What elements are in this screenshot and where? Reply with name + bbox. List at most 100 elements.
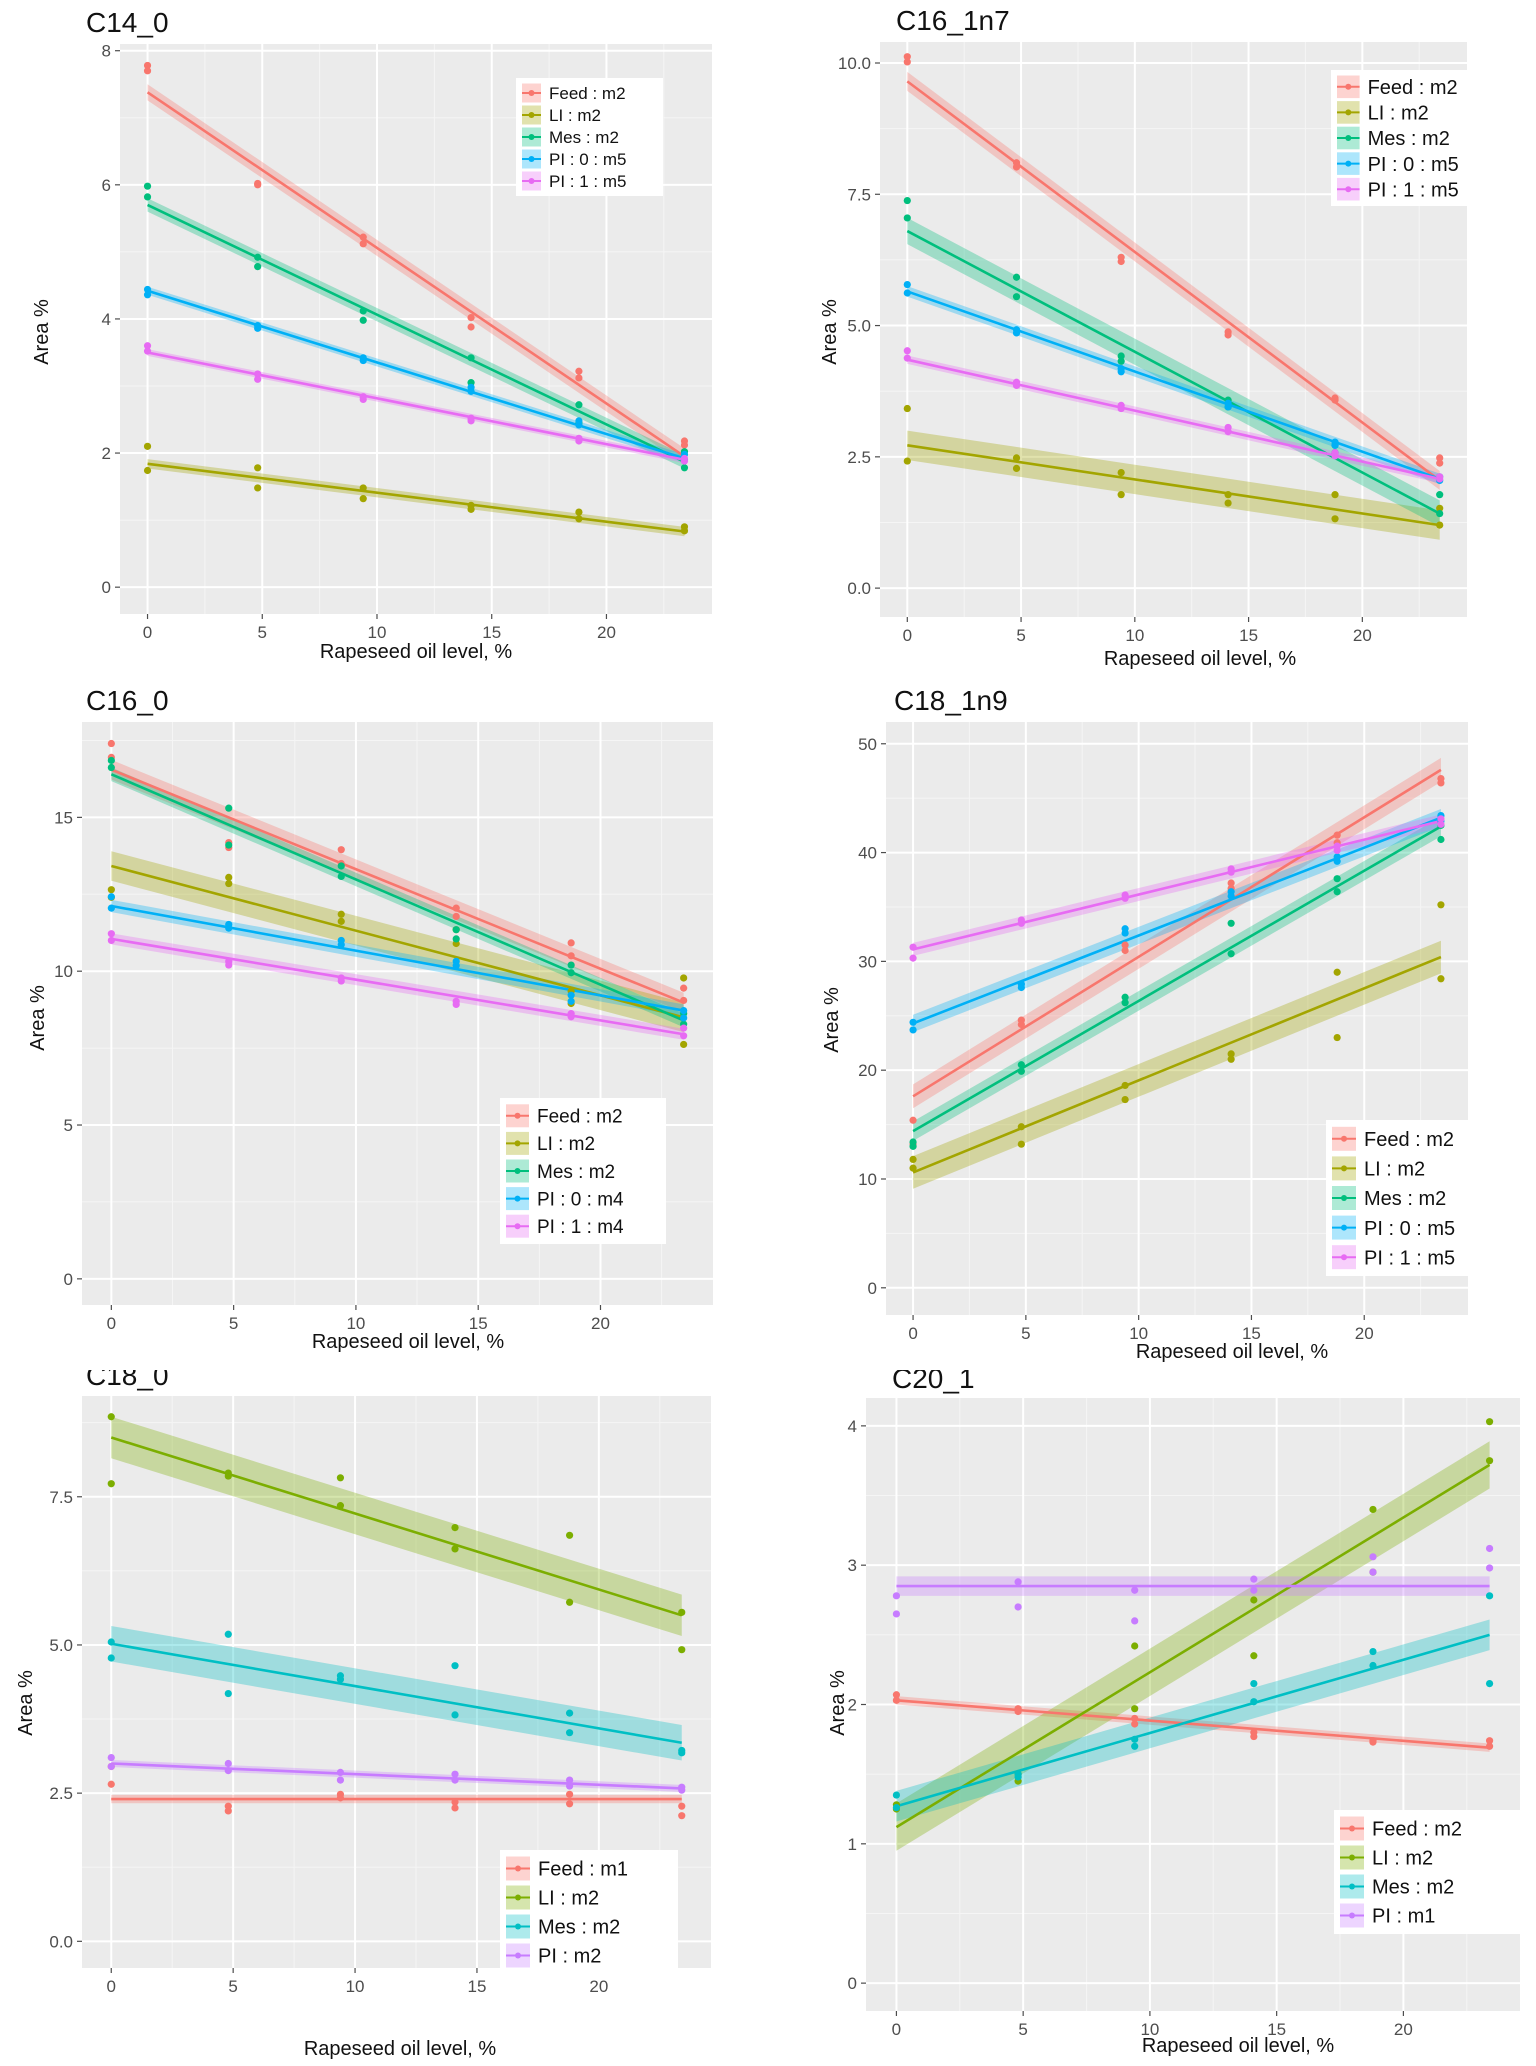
data-point-mes-m2 [1437, 835, 1445, 844]
x-tick-label: 15 [1267, 2020, 1286, 2039]
data-point-feed-m1 [451, 1798, 459, 1806]
y-tick-label: 10 [54, 962, 73, 981]
data-point-mes-m2 [1117, 352, 1125, 360]
fit-line-mes-m2 [906, 229, 1441, 515]
data-point-feed-m2 [1250, 1732, 1258, 1741]
data-point-li-m2 [143, 466, 152, 475]
data-point-li-m2 [1369, 1505, 1377, 1514]
data-point-mes-m2 [225, 804, 233, 812]
data-point-pi-1-m5 [1012, 381, 1021, 390]
data-point-mes-m2 [1333, 875, 1341, 883]
y-tick-label: 2 [848, 1696, 857, 1715]
data-point-mes-m2 [1121, 999, 1129, 1007]
data-point-pi-1-m5 [1437, 815, 1445, 823]
chart-svg: C20_1 0 5 10 15 20 0 1 2 3 4 Rapeseed oil level, % A… [827, 1370, 1522, 2057]
data-point-li-m2 [678, 1646, 686, 1654]
data-point-li-m2 [1436, 521, 1444, 529]
data-point-pi-m2 [678, 1786, 686, 1794]
legend-key-point [1341, 1254, 1347, 1261]
data-point-feed-m2 [143, 61, 152, 70]
x-tick-label: 5 [258, 623, 267, 642]
data-point-feed-m2 [1121, 941, 1129, 949]
y-tick-label: 15 [54, 808, 73, 827]
y-tick-label: 10.0 [838, 54, 871, 73]
data-point-mes-m2 [254, 253, 262, 261]
data-point-pi-0-m4 [452, 962, 460, 970]
data-point-pi-1-m4 [452, 1000, 460, 1009]
y-tick-label: 4 [848, 1417, 857, 1436]
data-point-feed-m2 [680, 984, 688, 992]
data-point-mes-m2 [467, 354, 475, 362]
data-point-feed-m2 [452, 912, 460, 921]
data-point-li-m2 [225, 879, 233, 888]
data-point-li-m2 [1117, 468, 1125, 477]
legend-key-point [528, 156, 535, 162]
legend-key-point [515, 1865, 521, 1872]
data-point-li-m2 [359, 495, 367, 503]
data-point-feed-m2 [1012, 163, 1021, 171]
panel-c18-0: C18_0 0 5 10 15 20 0.0 2.5 5.0 7.5 Rapeseed oil le… [0, 1370, 768, 2066]
data-point-li-m2 [1436, 504, 1444, 512]
data-point-mes-m2 [224, 1689, 232, 1698]
data-point-pi-1-m4 [107, 930, 115, 938]
data-point-pi-0-m4 [107, 904, 115, 912]
y-tick-label: 20 [858, 1061, 877, 1080]
x-tick-label: 0 [143, 623, 152, 642]
legend-label: PI : 1 : m5 [1368, 179, 1459, 201]
y-tick-label: 0.0 [49, 1932, 73, 1951]
data-point-pi-1-m5 [575, 437, 583, 445]
legend-key-point [514, 1223, 521, 1230]
fit-line-feed-m2 [896, 1699, 1490, 1749]
data-point-mes-m2 [1017, 1067, 1025, 1075]
legend-key-point [515, 1894, 521, 1901]
data-point-li-m2 [1437, 901, 1445, 909]
data-point-mes-m2 [1250, 1698, 1258, 1706]
data-point-pi-1-m4 [107, 936, 115, 945]
data-point-feed-m2 [107, 739, 115, 748]
legend-key-point [528, 90, 535, 96]
legend-label: Feed : m1 [538, 1859, 628, 1881]
data-point-feed-m2 [892, 1696, 901, 1704]
data-point-li-m2 [565, 1531, 574, 1539]
data-point-mes-m2 [1014, 1773, 1022, 1781]
data-point-feed-m2 [909, 1116, 917, 1124]
data-point-pi-m2 [336, 1768, 345, 1776]
data-point-mes-m2 [1017, 1061, 1025, 1069]
data-point-pi-m2 [336, 1776, 345, 1784]
data-point-pi-0-m5 [903, 289, 911, 297]
data-point-pi-0-m4 [680, 1006, 688, 1015]
data-point-feed-m2 [467, 314, 475, 322]
x-tick-label: 15 [467, 1977, 486, 1996]
legend-box [1331, 70, 1505, 206]
data-point-mes-m2 [1485, 1592, 1494, 1600]
data-point-mes-m2 [143, 193, 152, 201]
legend-key-point [514, 1112, 521, 1119]
legend-key-point [1345, 83, 1352, 90]
y-tick-label: 0 [64, 1270, 73, 1289]
data-point-mes-m2 [567, 969, 575, 977]
x-tick-label: 5 [1018, 2020, 1027, 2039]
legend-label: Mes : m2 [549, 128, 619, 147]
data-point-mes-m2 [452, 935, 460, 943]
data-point-mes-m2 [909, 1142, 917, 1150]
data-point-feed-m2 [1331, 396, 1339, 404]
y-tick-label: 1 [848, 1835, 857, 1854]
data-point-mes-m2 [254, 263, 262, 271]
data-point-pi-m1 [1369, 1553, 1377, 1561]
x-tick-label: 20 [589, 1977, 608, 1996]
data-point-feed-m2 [1369, 1738, 1377, 1746]
legend-label: Mes : m2 [538, 1917, 620, 1939]
x-tick-label: 5 [229, 1314, 238, 1333]
legend-label: PI : 0 : m5 [1364, 1218, 1455, 1240]
data-point-li-m2 [107, 1413, 115, 1421]
x-tick-label: 15 [482, 623, 501, 642]
data-point-mes-m2 [903, 214, 911, 222]
legend-key-point [1345, 109, 1352, 116]
data-point-pi-0-m4 [225, 924, 233, 932]
legend-key-point [515, 1952, 521, 1959]
data-point-li-m2 [1227, 1050, 1235, 1058]
panel-c20-1: C20_1 0 5 10 15 20 0 1 2 3 4 Rapeseed oil level, % A… [768, 1370, 1536, 2066]
x-tick-label: 5 [228, 1977, 237, 1996]
data-point-pi-0-m5 [1333, 857, 1341, 865]
panel-c14-0: C14_0 0 5 10 15 20 0 2 4 6 8 Rapeseed oil level, % A… [0, 0, 768, 690]
